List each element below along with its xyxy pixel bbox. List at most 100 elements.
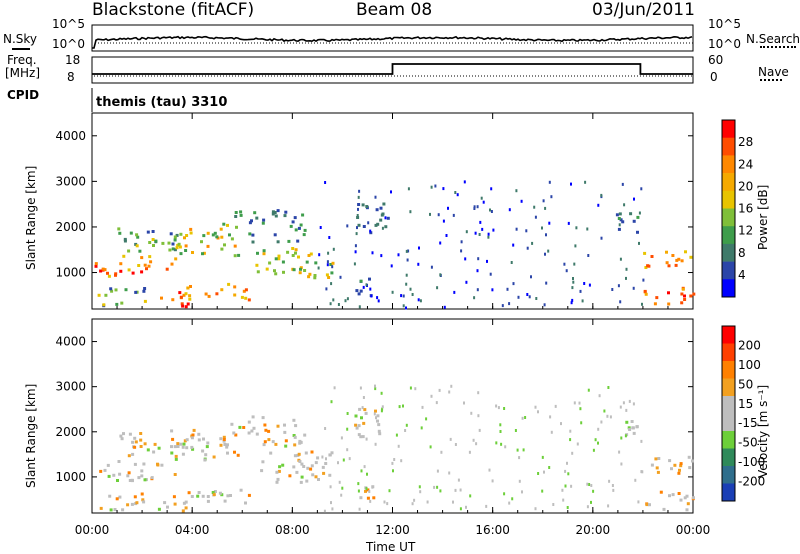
echo-cell: [378, 432, 382, 436]
echo-cell: [619, 300, 622, 304]
echo-cell: [109, 287, 113, 291]
echo-cell: [482, 200, 485, 204]
echo-cell: [671, 493, 675, 497]
echo-cell: [634, 478, 637, 482]
echo-cell: [326, 260, 329, 264]
echo-cell: [525, 229, 528, 233]
echo-cell: [181, 509, 185, 513]
echo-cell: [381, 407, 384, 411]
echo-cell: [202, 251, 206, 255]
echo-cell: [294, 248, 298, 252]
echo-cell: [118, 231, 122, 235]
echo-cell: [620, 462, 623, 466]
echo-cell: [213, 490, 217, 493]
echo-cell: [489, 208, 491, 212]
echo-cell: [635, 425, 639, 429]
echo-cell: [206, 499, 210, 503]
echo-cell: [578, 401, 581, 405]
echo-cell: [405, 273, 408, 277]
echo-cell: [263, 440, 267, 444]
echo-cell: [647, 264, 651, 268]
echo-cell: [119, 434, 123, 438]
echo-cell: [679, 462, 683, 466]
echo-cell: [487, 235, 490, 239]
echo-cell: [212, 493, 216, 497]
echo-cell: [548, 180, 551, 184]
echo-cell: [276, 240, 280, 244]
colorbar-tick-label: 50: [738, 377, 753, 391]
echo-cell: [313, 276, 317, 280]
power-colorbar-label: Power [dB]: [756, 184, 770, 250]
echo-cell: [327, 276, 331, 279]
echo-cell: [239, 488, 243, 492]
echo-cell: [679, 498, 683, 502]
echo-cell: [152, 244, 155, 247]
echo-cell: [330, 400, 333, 404]
echo-cell: [382, 202, 386, 206]
echo-cell: [369, 287, 372, 291]
echo-cell: [331, 261, 335, 265]
echo-cell: [443, 305, 446, 309]
echo-cell: [377, 429, 381, 433]
echo-cell: [262, 218, 266, 222]
echo-cell: [247, 420, 251, 424]
echo-cell: [202, 234, 206, 238]
echo-cell: [251, 415, 255, 419]
date-label: 03/Jun/2011: [592, 0, 695, 20]
echo-cell: [567, 221, 570, 225]
echo-cell: [182, 501, 186, 505]
echo-cell: [390, 264, 393, 268]
echo-cell: [600, 236, 603, 240]
echo-cell: [262, 443, 266, 447]
echo-cell: [642, 278, 645, 282]
echo-cell: [473, 205, 476, 209]
echo-cell: [139, 445, 143, 448]
echo-cell: [359, 289, 363, 293]
echo-cell: [689, 294, 693, 298]
echo-cell: [171, 242, 175, 246]
echo-cell: [288, 474, 292, 478]
echo-cell: [683, 496, 687, 500]
echo-cell: [454, 488, 457, 492]
echo-cell: [561, 488, 564, 492]
echo-cell: [342, 458, 345, 462]
echo-cell: [303, 228, 307, 232]
echo-cell: [369, 499, 372, 503]
echo-cell: [205, 445, 209, 449]
echo-cell: [380, 254, 383, 258]
echo-cell: [230, 237, 234, 241]
echo-cell: [673, 463, 677, 467]
echo-cell: [261, 460, 265, 464]
echo-cell: [398, 405, 401, 409]
echo-cell: [355, 232, 358, 236]
echo-cell: [369, 231, 373, 235]
echo-cell: [436, 485, 439, 489]
echo-cell: [542, 199, 545, 203]
echo-cell: [277, 254, 281, 258]
echo-cell: [477, 414, 480, 418]
echo-cell: [189, 227, 193, 231]
echo-cell: [219, 437, 223, 441]
velocity-plot-frame: [91, 318, 694, 514]
echo-cell: [573, 262, 576, 266]
echo-cell: [671, 254, 675, 257]
echo-cell: [289, 224, 293, 228]
echo-cell: [160, 296, 163, 300]
echo-cell: [137, 476, 141, 480]
echo-cell: [173, 445, 177, 449]
echo-cell: [624, 434, 627, 438]
echo-cell: [203, 458, 207, 462]
echo-cell: [118, 495, 122, 499]
echo-cell: [185, 446, 189, 450]
echo-cell: [339, 275, 342, 279]
echo-cell: [182, 293, 186, 297]
echo-cell: [640, 187, 643, 191]
x-axis-title: Time UT: [366, 540, 416, 554]
echo-cell: [337, 461, 339, 465]
echo-cell: [631, 426, 635, 430]
echo-cell: [107, 474, 111, 478]
echo-cell: [587, 254, 590, 257]
echo-cell: [326, 263, 329, 267]
echo-cell: [384, 225, 388, 229]
echo-cell: [366, 496, 370, 500]
